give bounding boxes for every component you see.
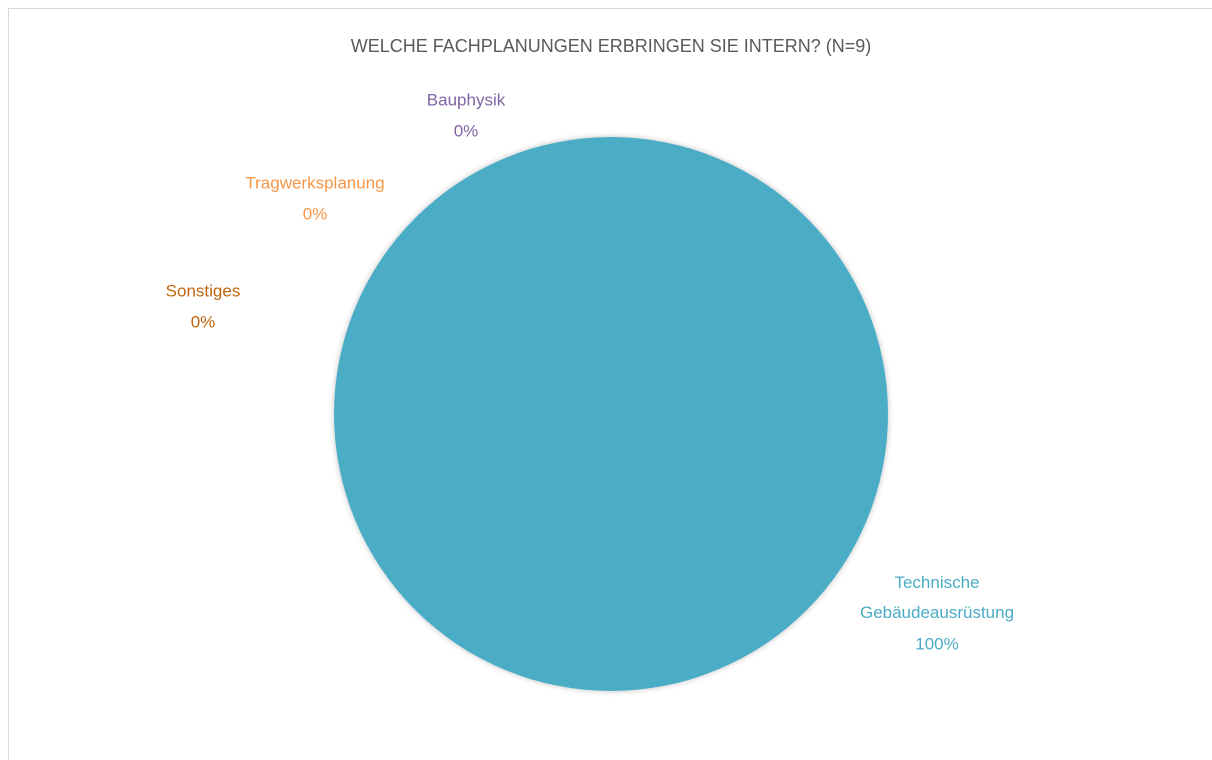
category-label: Bauphysik [427, 90, 506, 109]
value-label: 0% [303, 204, 328, 223]
category-label: Tragwerksplanung [245, 173, 384, 192]
value-label: 100% [915, 634, 958, 653]
chart-title: WELCHE FACHPLANUNGEN ERBRINGEN SIE INTER… [351, 36, 872, 56]
pie [334, 137, 888, 691]
category-label: Technische Gebäudeausrüstung [860, 573, 1014, 622]
category-label: Sonstiges [166, 281, 241, 300]
pie-slice [334, 137, 888, 691]
value-label: 0% [454, 121, 479, 140]
value-label: 0% [191, 312, 216, 331]
